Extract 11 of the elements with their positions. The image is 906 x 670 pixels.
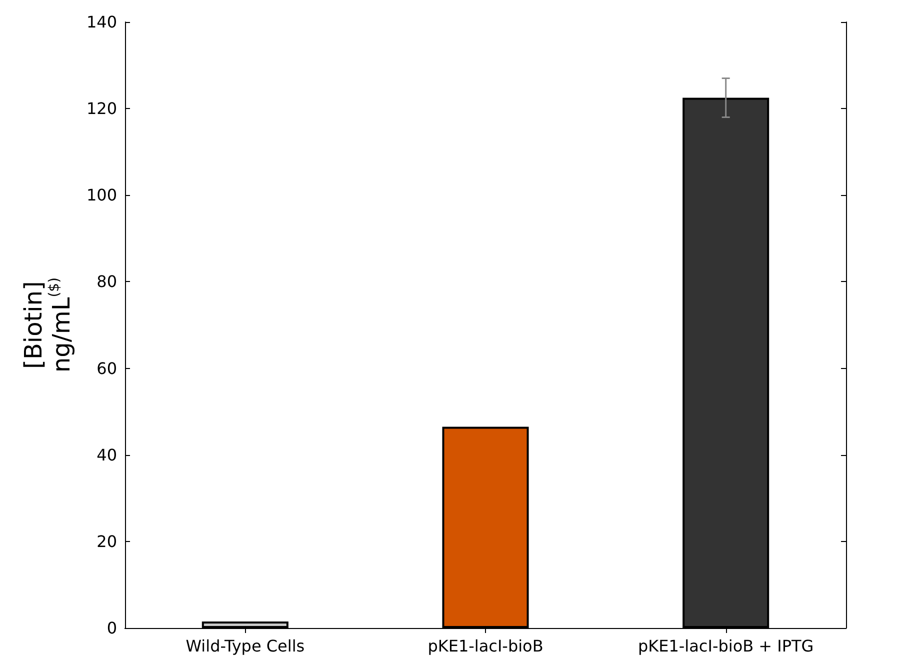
y-tick-label: 100 (86, 186, 117, 205)
y-tick-label: 120 (86, 99, 117, 118)
x-tick-label: Wild-Type Cells (186, 636, 305, 656)
y-tick-label: 60 (96, 358, 117, 378)
y-tick-label: 40 (96, 445, 117, 464)
x-tick-label: pKE1-lacI-bioB + IPTG (638, 636, 814, 656)
y-tick-label: 140 (86, 12, 117, 32)
y-tick-label: 0 (106, 618, 117, 638)
x-tick-label: pKE1-lacI-bioB (428, 636, 544, 656)
y-tick-label: 80 (96, 272, 117, 292)
y-tick-label: 20 (96, 532, 117, 551)
